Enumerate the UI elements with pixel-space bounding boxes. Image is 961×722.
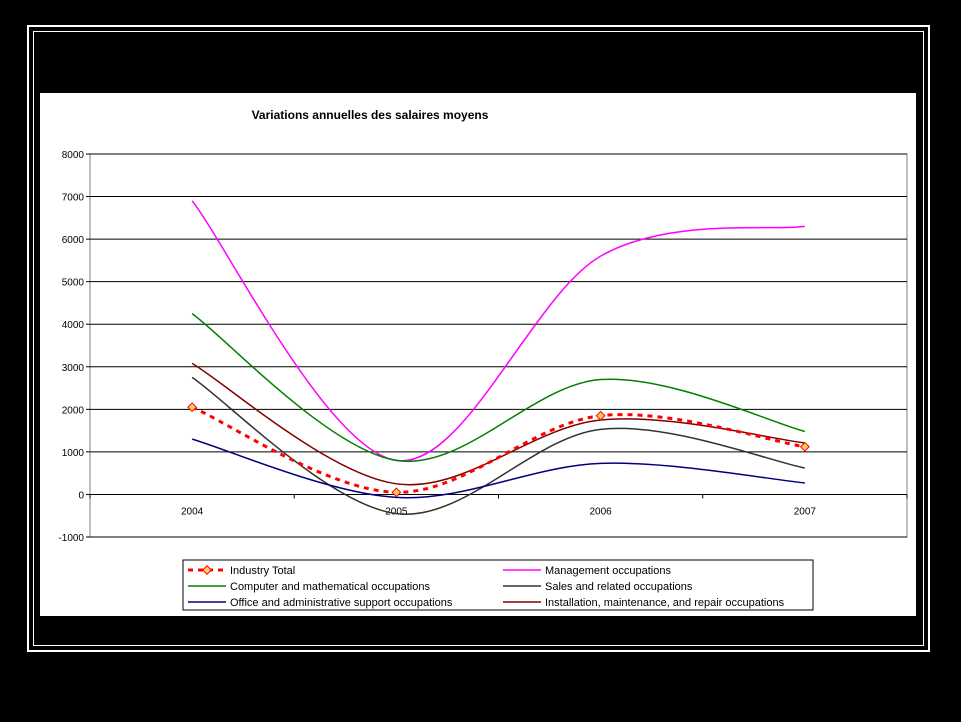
y-tick-label: 7000: [62, 193, 85, 204]
data-point-marker: [391, 487, 402, 498]
series-lines: [187, 200, 810, 515]
x-tick-label: 2007: [794, 506, 817, 517]
series-line-office-and-administrative-support-occupations: [191, 438, 805, 499]
y-tick-label: 2000: [62, 405, 85, 416]
series-line-sales-and-related-occupations: [191, 376, 806, 515]
x-tick-label: 2006: [590, 506, 613, 517]
legend-entry-label: Installation, maintenance, and repair oc…: [545, 597, 785, 609]
y-tick-label: 6000: [62, 235, 85, 246]
data-point-marker: [187, 402, 198, 413]
series-line-industry-total: [191, 405, 806, 494]
outer-frame: [27, 25, 930, 652]
legend-entry-label: Management occupations: [545, 565, 671, 577]
line-chart: 8000 7000 6000 5000 4000 3000 2000 1000 0 -1000 2…: [58, 108, 908, 611]
series-line-management-occupations: [191, 200, 805, 462]
y-tick-label: 1000: [62, 448, 85, 459]
data-point-marker: [799, 441, 810, 452]
legend-entry-label: Computer and mathematical occupations: [230, 581, 430, 593]
legend-entry-label: Sales and related occupations: [545, 581, 693, 593]
legend-box: [182, 559, 814, 611]
legend-marker: [202, 565, 212, 575]
inner-frame: [33, 31, 924, 646]
legend-entry-label: Office and administrative support occupa…: [230, 597, 453, 609]
legend-entry-label: Industry Total: [230, 565, 295, 577]
series-line-computer-and-mathematical-occupations: [191, 312, 806, 463]
gridlines: [86, 153, 908, 538]
y-tick-label: 0: [78, 490, 84, 501]
y-tick-label: 5000: [62, 278, 85, 289]
x-tick-label: 2004: [181, 506, 204, 517]
x-tick-labels: 2004 2005 2006 2007: [181, 506, 816, 517]
plot-border: [89, 153, 908, 538]
y-tick-label: 8000: [62, 150, 85, 161]
data-point-marker: [595, 410, 606, 421]
chart-title: Variations annuelles des salaires moyens: [252, 108, 489, 122]
y-tick-labels: 8000 7000 6000 5000 4000 3000 2000 1000 0 -1000: [58, 150, 84, 544]
x-tick-label: 2005: [385, 506, 408, 517]
y-tick-label: -1000: [58, 533, 84, 544]
series-line-installation-maintenance-and-repair-occupations: [191, 362, 805, 486]
y-tick-label: 3000: [62, 363, 85, 374]
chart-area: 8000 7000 6000 5000 4000 3000 2000 1000 0 -1000 2…: [40, 93, 916, 616]
y-tick-label: 4000: [62, 320, 85, 331]
legend: Industry Total Management occupations Comp…: [182, 559, 814, 611]
